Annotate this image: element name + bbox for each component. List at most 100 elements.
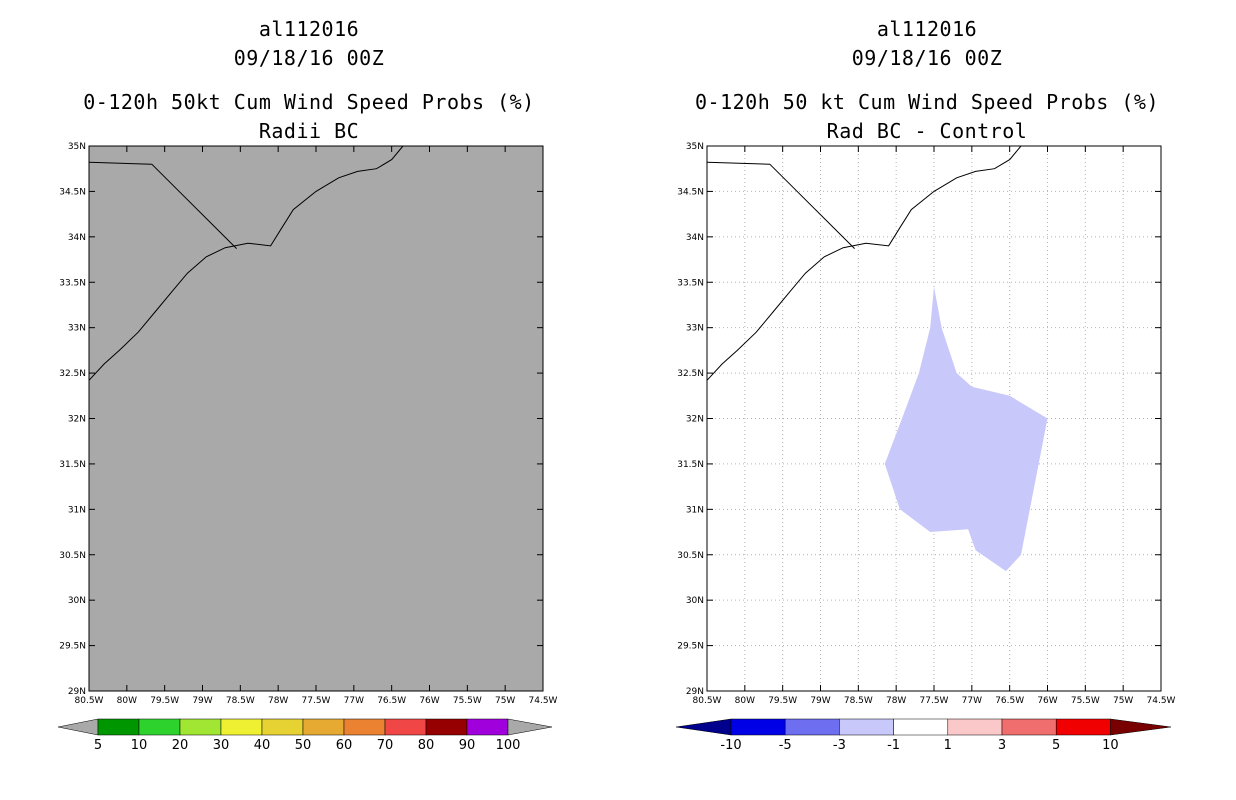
lat-tick-label: 35N <box>686 142 704 152</box>
lat-tick-label: 29.5N <box>59 642 86 652</box>
lat-tick-label: 30.5N <box>677 551 704 561</box>
colorbar-label: 3 <box>998 738 1006 753</box>
lon-tick-label: 77.5W <box>302 696 331 706</box>
colorbar-label: -10 <box>720 738 741 753</box>
colorbar-swatch <box>947 718 1003 736</box>
colorbar-swatch <box>466 718 509 736</box>
lat-tick-label: 30.5N <box>59 551 86 561</box>
datetime: 09/18/16 00Z <box>851 46 1003 70</box>
coastline <box>88 145 404 381</box>
map-panel-left: 80.5W 80W 79.5W 79W 78.5W 78W 77.5W 77W 76.5W 76W… <box>57 142 558 753</box>
lon-tick-label: 79W <box>192 696 212 706</box>
lon-tick-label: 75.5W <box>1071 696 1100 706</box>
lon-tick-label: 78.5W <box>226 696 255 706</box>
lon-tick-label: 79.5W <box>150 696 179 706</box>
colorbar-label: 10 <box>1102 738 1119 753</box>
lat-tick-label: 30N <box>68 596 86 606</box>
storm-id: al112016 <box>258 17 360 41</box>
state-border <box>706 161 855 249</box>
lat-tick-label: 29.5N <box>677 642 704 652</box>
lat-tick-label: 34N <box>68 233 86 243</box>
lon-tick-label: 76.5W <box>995 696 1024 706</box>
lon-tick-label: 76W <box>419 696 439 706</box>
lon-tick-label: 78.5W <box>844 696 873 706</box>
lat-tick-label: 31.5N <box>677 460 704 470</box>
lat-tick-label: 29N <box>68 687 86 697</box>
colorbar-swatch <box>425 718 468 736</box>
map-panel-right: 80.5W 80W 79.5W 79W 78.5W 78W 77.5W 77W 76.5W 76W… <box>675 142 1176 753</box>
lon-tick-label: 76.5W <box>377 696 406 706</box>
lat-tick-label: 34.5N <box>59 187 86 197</box>
colorbar-swatch <box>220 718 263 736</box>
colorbar-swatch <box>1055 718 1111 736</box>
lon-tick-label: 79.5W <box>768 696 797 706</box>
difference-region <box>884 286 1048 572</box>
lat-tick-label: 32N <box>686 415 704 425</box>
colorbar-label: 70 <box>377 738 394 753</box>
lat-tick-label: 32.5N <box>59 369 86 379</box>
colorbar-arrow-high <box>507 718 553 736</box>
colorbar-swatch <box>1001 718 1057 736</box>
colorbar-swatch <box>730 718 786 736</box>
colorbar-label: 40 <box>254 738 271 753</box>
colorbar-label: 5 <box>94 738 102 753</box>
colorbar-arrow-high <box>1110 718 1172 736</box>
state-border <box>88 161 237 249</box>
plot-title: 0-120h 50 kt Cum Wind Speed Probs (%) <box>694 90 1160 114</box>
colorbar-label: 1 <box>944 738 952 753</box>
lon-tick-label: 78W <box>268 696 288 706</box>
lat-tick-label: 33N <box>68 324 86 334</box>
colorbar-label: 100 <box>496 738 521 753</box>
lon-tick-label: 80.5W <box>75 696 104 706</box>
colorbar-swatch <box>784 718 840 736</box>
colorbar-label: 50 <box>295 738 312 753</box>
colorbar-swatch <box>179 718 222 736</box>
colorbar-swatch <box>839 718 894 736</box>
datetime: 09/18/16 00Z <box>233 46 385 70</box>
lon-tick-label: 74.5W <box>529 696 558 706</box>
colorbar-label: 90 <box>459 738 476 753</box>
plot-title: 0-120h 50kt Cum Wind Speed Probs (%) <box>83 90 535 114</box>
colorbar-arrow-low <box>675 718 732 736</box>
colorbar-label: 60 <box>336 738 353 753</box>
colorbar-label: 30 <box>213 738 230 753</box>
colorbar-swatch <box>261 718 304 736</box>
colorbar-label: 20 <box>172 738 189 753</box>
colorbar-label: -3 <box>833 738 846 753</box>
plot-subtitle: Radii BC <box>258 119 360 143</box>
lon-tick-label: 80.5W <box>693 696 722 706</box>
probability-field <box>89 146 543 691</box>
colorbar-swatch <box>302 718 345 736</box>
lat-tick-label: 32N <box>68 415 86 425</box>
colorbar-swatch <box>97 718 140 736</box>
lon-tick-label: 77W <box>344 696 364 706</box>
lon-tick-label: 80W <box>117 696 137 706</box>
lat-tick-label: 29N <box>686 687 704 697</box>
lon-tick-label: 77W <box>962 696 982 706</box>
colorbar-arrow-low <box>57 718 99 736</box>
lon-tick-label: 76W <box>1037 696 1057 706</box>
lon-tick-label: 75.5W <box>453 696 482 706</box>
colorbar-label: 10 <box>131 738 148 753</box>
colorbar-swatch <box>893 718 949 736</box>
lon-tick-label: 75W <box>1113 696 1133 706</box>
lon-tick-label: 78W <box>886 696 906 706</box>
colorbar-label: -1 <box>887 738 900 753</box>
lon-tick-label: 79W <box>810 696 830 706</box>
lon-tick-label: 74.5W <box>1147 696 1176 706</box>
plot-subtitle: Rad BC - Control <box>826 119 1028 143</box>
lat-tick-label: 32.5N <box>677 369 704 379</box>
lat-tick-label: 31N <box>68 505 86 515</box>
lat-tick-label: 33.5N <box>59 278 86 288</box>
colorbar-swatch <box>384 718 427 736</box>
colorbar-label: 80 <box>418 738 435 753</box>
lat-tick-label: 34N <box>686 233 704 243</box>
lat-tick-label: 31.5N <box>59 460 86 470</box>
coastline <box>706 145 1022 381</box>
lat-tick-label: 33N <box>686 324 704 334</box>
colorbar-swatch <box>138 718 181 736</box>
lon-tick-label: 80W <box>735 696 755 706</box>
colorbar-label: 5 <box>1052 738 1060 753</box>
panel-right: al112016 09/18/16 00Z 0-120h 50 kt Cum W… <box>618 0 1236 800</box>
lon-tick-label: 77.5W <box>920 696 949 706</box>
